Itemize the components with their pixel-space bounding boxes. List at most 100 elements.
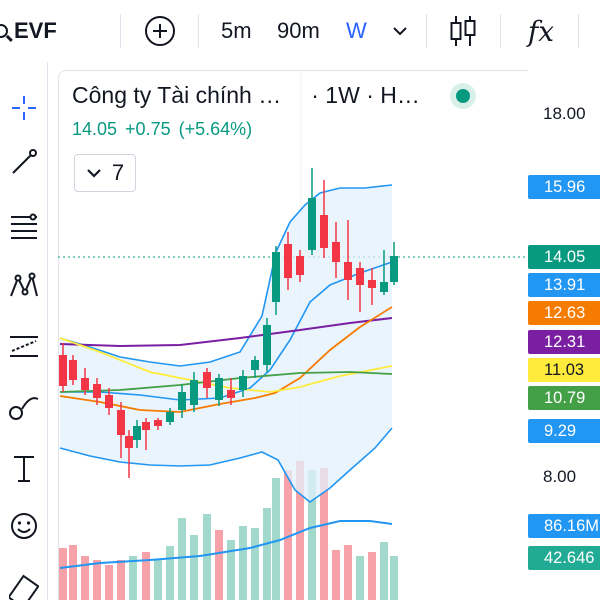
text-icon bbox=[14, 456, 34, 482]
legend-last-price: 14.05 bbox=[72, 119, 118, 139]
volume-tag: 42.646 bbox=[528, 546, 600, 570]
volume-bar bbox=[129, 556, 137, 600]
candle-body bbox=[320, 215, 328, 248]
indicators-button[interactable]: fx bbox=[524, 0, 558, 62]
candle-body bbox=[284, 244, 292, 278]
chart-pane[interactable] bbox=[58, 70, 528, 600]
candle-body bbox=[296, 256, 304, 275]
candle-body bbox=[344, 262, 352, 280]
search-icon bbox=[0, 24, 8, 38]
toolbar-divider bbox=[578, 14, 579, 48]
ma-yellow-line bbox=[59, 337, 393, 393]
emoji-icon bbox=[11, 513, 37, 539]
ma-purple-tag: 12.31 bbox=[528, 330, 600, 354]
legend-title: Công ty Tài chính … bbox=[72, 82, 282, 108]
indicators-icon: fx bbox=[527, 14, 555, 48]
volume-bar bbox=[390, 556, 398, 600]
forecast-tool[interactable] bbox=[0, 324, 48, 364]
fib-tool[interactable] bbox=[0, 206, 48, 246]
candle-body bbox=[239, 376, 247, 390]
volume-bar bbox=[239, 526, 247, 600]
bollinger-upper-line bbox=[59, 184, 393, 367]
volume-bar bbox=[332, 550, 340, 600]
chevron-down-icon bbox=[87, 169, 101, 178]
volume-bar bbox=[320, 468, 328, 600]
candle-body bbox=[190, 380, 198, 405]
crosshair-icon bbox=[12, 96, 36, 120]
volume-bar bbox=[272, 478, 280, 600]
bb-basis-tag: 13.91 bbox=[528, 273, 600, 297]
trend-line-icon bbox=[12, 149, 37, 174]
volume-bar bbox=[368, 552, 376, 600]
forecast-icon bbox=[10, 336, 38, 357]
volume-ma-tag: 86.16M bbox=[528, 514, 600, 538]
chevron-down-icon bbox=[393, 27, 407, 36]
candle-body bbox=[308, 198, 316, 250]
candle-body bbox=[166, 412, 174, 422]
candles-icon bbox=[450, 16, 476, 46]
fib-retracement-icon bbox=[11, 213, 37, 239]
candle-body bbox=[93, 384, 101, 398]
add-symbol-icon bbox=[145, 16, 175, 46]
emoji-tool[interactable] bbox=[0, 506, 48, 546]
candle-body bbox=[368, 280, 376, 288]
bb-upper-tag: 15.96 bbox=[528, 175, 600, 199]
market-status-icon[interactable] bbox=[455, 88, 470, 103]
interval-90m[interactable]: 90m bbox=[277, 18, 320, 43]
toolbar-divider bbox=[500, 14, 501, 48]
volume-bar bbox=[166, 546, 174, 600]
volume-bar bbox=[296, 461, 304, 600]
price-scale-label: 8.00 bbox=[543, 467, 577, 486]
crosshair-tool[interactable] bbox=[0, 88, 48, 128]
interval-dropdown-button[interactable] bbox=[392, 0, 408, 62]
candle-body bbox=[117, 410, 125, 435]
volume-bar bbox=[117, 560, 125, 600]
volume-bar bbox=[154, 560, 162, 600]
ma-orange-line bbox=[59, 306, 393, 413]
candle-body bbox=[263, 325, 271, 365]
chart-type-button[interactable] bbox=[448, 0, 478, 62]
brush-icon bbox=[9, 397, 39, 420]
bollinger-lower-line bbox=[59, 427, 393, 503]
symbol-search-button[interactable]: EVF bbox=[0, 0, 57, 62]
candle-body bbox=[251, 360, 259, 370]
volume-bar bbox=[356, 556, 364, 600]
trend-line-tool[interactable] bbox=[0, 142, 48, 182]
interval-w[interactable]: W bbox=[346, 18, 367, 43]
interval-5m[interactable]: 5m bbox=[221, 18, 252, 43]
volume-bar bbox=[69, 545, 77, 600]
candle-body bbox=[81, 378, 89, 390]
ma-orange-tag: 12.63 bbox=[528, 301, 600, 325]
symbol-legend: Công ty Tài chính … · 1W · H… 14.05 +0.7… bbox=[72, 82, 512, 140]
ruler-tool[interactable] bbox=[0, 572, 48, 600]
toolbar-divider bbox=[426, 14, 427, 48]
volume-bar bbox=[380, 542, 388, 600]
candle-body bbox=[203, 372, 211, 388]
volume-bar bbox=[93, 560, 101, 600]
volume-bar bbox=[215, 530, 223, 600]
ma-purple-line bbox=[59, 317, 393, 348]
toolbar-divider bbox=[198, 14, 199, 48]
volume-bar bbox=[105, 565, 113, 600]
pattern-tool[interactable] bbox=[0, 266, 48, 306]
volume-bar bbox=[59, 548, 67, 600]
volume-bar bbox=[227, 540, 235, 600]
volume-bar bbox=[263, 508, 271, 600]
candle-body bbox=[105, 395, 113, 408]
candle-body bbox=[332, 242, 340, 262]
text-tool[interactable] bbox=[0, 448, 48, 488]
candle-body bbox=[69, 360, 77, 380]
volume-bar bbox=[284, 470, 292, 600]
indicators-count: 7 bbox=[111, 160, 125, 185]
volume-bar bbox=[190, 535, 198, 600]
ruler-icon bbox=[9, 574, 39, 600]
bollinger-band-fill bbox=[60, 185, 392, 502]
candle-body bbox=[178, 392, 186, 410]
candle-body bbox=[215, 378, 223, 400]
legend-interval-exchange: · 1W · H… bbox=[311, 82, 420, 108]
brush-tool[interactable] bbox=[0, 388, 48, 428]
add-symbol-button[interactable] bbox=[143, 0, 177, 62]
indicators-collapse-button[interactable]: 7 bbox=[74, 154, 136, 192]
top-toolbar: EVF 5m 90m W fx bbox=[0, 0, 600, 62]
drawing-toolbar bbox=[0, 62, 48, 600]
